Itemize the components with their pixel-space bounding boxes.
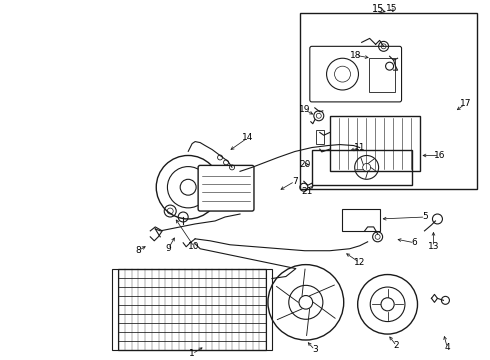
Bar	[330, 116, 419, 171]
Text: 19: 19	[299, 105, 311, 114]
Text: 18: 18	[350, 51, 362, 60]
Bar	[312, 149, 412, 185]
Text: 1: 1	[189, 350, 195, 359]
Text: 16: 16	[434, 151, 445, 160]
Text: 9: 9	[165, 244, 171, 253]
Text: 10: 10	[188, 242, 200, 251]
Bar	[112, 269, 119, 350]
Text: 15: 15	[372, 4, 385, 14]
Text: 13: 13	[428, 242, 439, 251]
Bar	[300, 13, 477, 189]
Bar	[342, 209, 380, 231]
Text: 5: 5	[422, 212, 428, 221]
Text: 15: 15	[386, 4, 397, 13]
Text: 2: 2	[394, 342, 399, 351]
Text: 21: 21	[301, 187, 313, 196]
Text: 8: 8	[135, 246, 141, 255]
Bar	[316, 130, 324, 144]
FancyBboxPatch shape	[198, 165, 254, 211]
Text: 12: 12	[354, 258, 366, 267]
Text: 17: 17	[460, 99, 471, 108]
Text: 11: 11	[354, 143, 366, 152]
Bar	[266, 269, 272, 350]
Circle shape	[299, 296, 313, 309]
Bar	[119, 269, 266, 350]
Text: 14: 14	[242, 133, 254, 142]
Text: 20: 20	[299, 160, 311, 169]
Text: 4: 4	[444, 343, 450, 352]
Text: 6: 6	[412, 238, 417, 247]
Text: 7: 7	[292, 177, 298, 186]
Text: 3: 3	[312, 346, 318, 355]
Bar	[369, 58, 395, 92]
